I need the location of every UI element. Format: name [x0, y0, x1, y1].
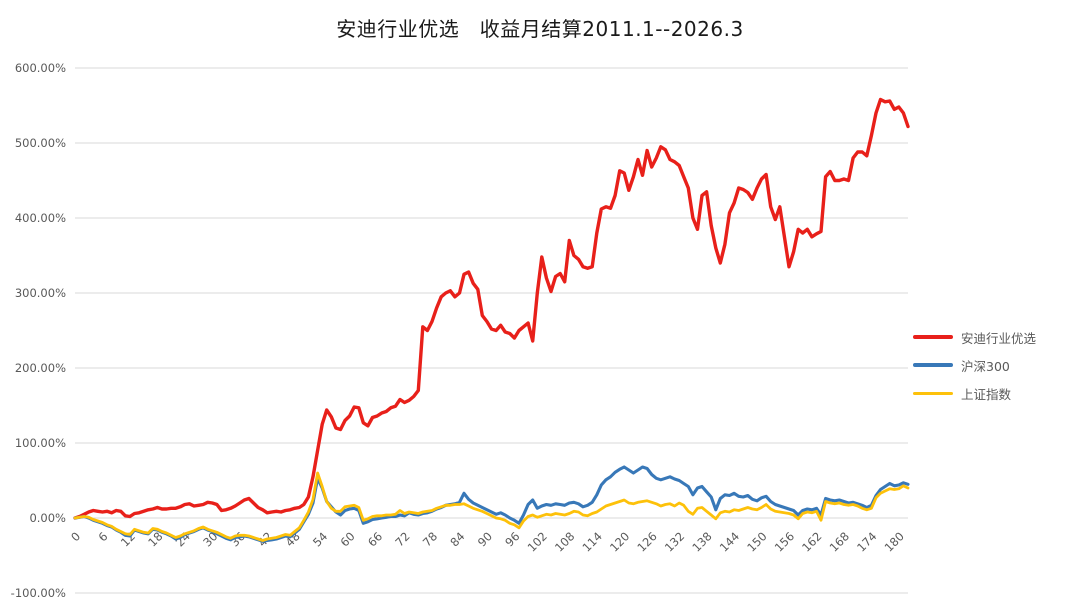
series-line-sse-index: [73, 471, 910, 542]
x-axis-tick-label: 102: [525, 529, 550, 554]
x-axis-tick-label: 84: [447, 529, 467, 549]
x-axis-tick-label: 126: [634, 529, 659, 554]
legend-line-swatch-yellow: [913, 391, 953, 395]
x-axis-tick-label: 6: [96, 529, 111, 544]
legend-label: 上证指数: [961, 386, 1012, 402]
x-axis-tick-label: 180: [882, 529, 907, 554]
y-axis-tick-label: 100.00%: [15, 436, 66, 450]
y-axis-tick-label: -100.00%: [11, 586, 66, 600]
x-axis-tick-label: 162: [799, 529, 824, 554]
x-axis-tick-label: 144: [717, 529, 742, 554]
y-axis-tick-label: 300.00%: [15, 286, 66, 300]
x-axis-tick-label: 174: [854, 529, 879, 554]
legend-line-swatch-red: [913, 335, 953, 339]
legend: 安迪行业优选 沪深300 上证指数: [913, 323, 1036, 407]
x-axis-tick-label: 96: [502, 529, 522, 549]
x-axis-tick-label: 72: [392, 529, 412, 549]
legend-item-szindex: 上证指数: [913, 379, 1036, 407]
x-axis-tick-label: 138: [689, 529, 714, 554]
x-axis-tick-label: 150: [744, 529, 769, 554]
y-axis-tick-label: 400.00%: [15, 211, 66, 225]
chart-title: 安迪行业优选 收益月结算2011.1--2026.3: [336, 17, 744, 41]
legend-label: 沪深300: [961, 358, 1010, 374]
y-axis-tick-label: 500.00%: [15, 136, 66, 150]
x-axis-tick-label: 0: [68, 529, 83, 544]
x-axis-tick-label: 78: [420, 529, 440, 549]
legend-line-swatch-blue: [913, 363, 953, 367]
x-axis-tick-label: 120: [607, 529, 632, 554]
legend-item-andy: 安迪行业优选: [913, 323, 1036, 351]
series-line-andy-industry: [73, 97, 910, 520]
x-axis-tick-label: 114: [579, 529, 604, 554]
y-axis-tick-label: 200.00%: [15, 361, 66, 375]
x-axis-tick-label: 132: [662, 529, 687, 554]
legend-item-hs300: 沪深300: [913, 351, 1036, 379]
x-axis-tick-label: 108: [552, 529, 577, 554]
x-axis-tick-label: 54: [310, 529, 330, 549]
legend-label: 安迪行业优选: [961, 330, 1037, 346]
x-axis-tick-label: 60: [337, 529, 357, 549]
x-axis-tick-label: 90: [475, 529, 495, 549]
y-axis-tick-label: 600.00%: [15, 61, 66, 75]
x-axis-tick-label: 168: [827, 529, 852, 554]
x-axis-tick-label: 156: [772, 529, 797, 554]
y-axis-tick-label: 0.00%: [29, 511, 66, 525]
x-axis-tick-label: 66: [365, 529, 385, 549]
